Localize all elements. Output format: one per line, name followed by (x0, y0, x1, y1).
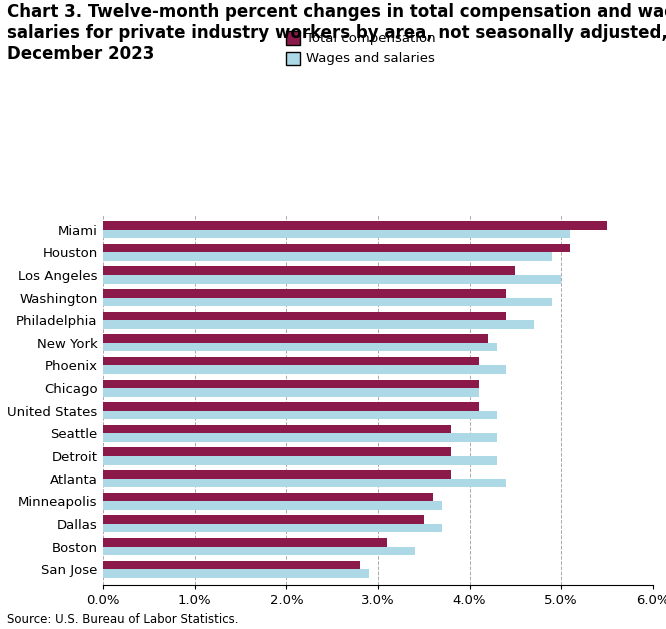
Bar (103, 425, 452, 433)
Text: Wages and salaries: Wages and salaries (306, 52, 436, 65)
Bar (103, 501, 442, 510)
Bar (103, 379, 479, 388)
Bar (103, 493, 433, 501)
Bar (103, 230, 570, 238)
Bar (103, 221, 607, 230)
Bar (103, 447, 452, 456)
Bar (103, 289, 506, 298)
Bar (103, 560, 360, 569)
Bar (103, 411, 497, 420)
Bar (103, 357, 479, 365)
Text: Chart 3. Twelve-month percent changes in total compensation and wages and: Chart 3. Twelve-month percent changes in… (7, 3, 666, 21)
Bar (103, 334, 488, 343)
Bar (103, 524, 442, 533)
Bar (103, 569, 369, 577)
Bar (103, 311, 506, 320)
Bar (103, 298, 552, 306)
Bar (103, 470, 452, 479)
Bar (103, 266, 515, 275)
Bar (103, 388, 479, 397)
Bar (103, 479, 506, 487)
Bar (103, 515, 424, 524)
Bar (103, 320, 533, 329)
Bar (103, 547, 414, 555)
Bar (103, 252, 552, 261)
Bar (103, 402, 479, 411)
Bar (103, 538, 387, 547)
Text: Total compensation: Total compensation (306, 32, 436, 45)
Text: salaries for private industry workers by area, not seasonally adjusted,: salaries for private industry workers by… (7, 24, 666, 42)
Bar (103, 275, 561, 284)
Text: Source: U.S. Bureau of Labor Statistics.: Source: U.S. Bureau of Labor Statistics. (7, 613, 238, 626)
Text: December 2023: December 2023 (7, 45, 154, 63)
Bar (103, 456, 497, 465)
Bar (103, 343, 497, 352)
Bar (103, 243, 570, 252)
Bar (103, 433, 497, 442)
Bar (103, 365, 506, 374)
